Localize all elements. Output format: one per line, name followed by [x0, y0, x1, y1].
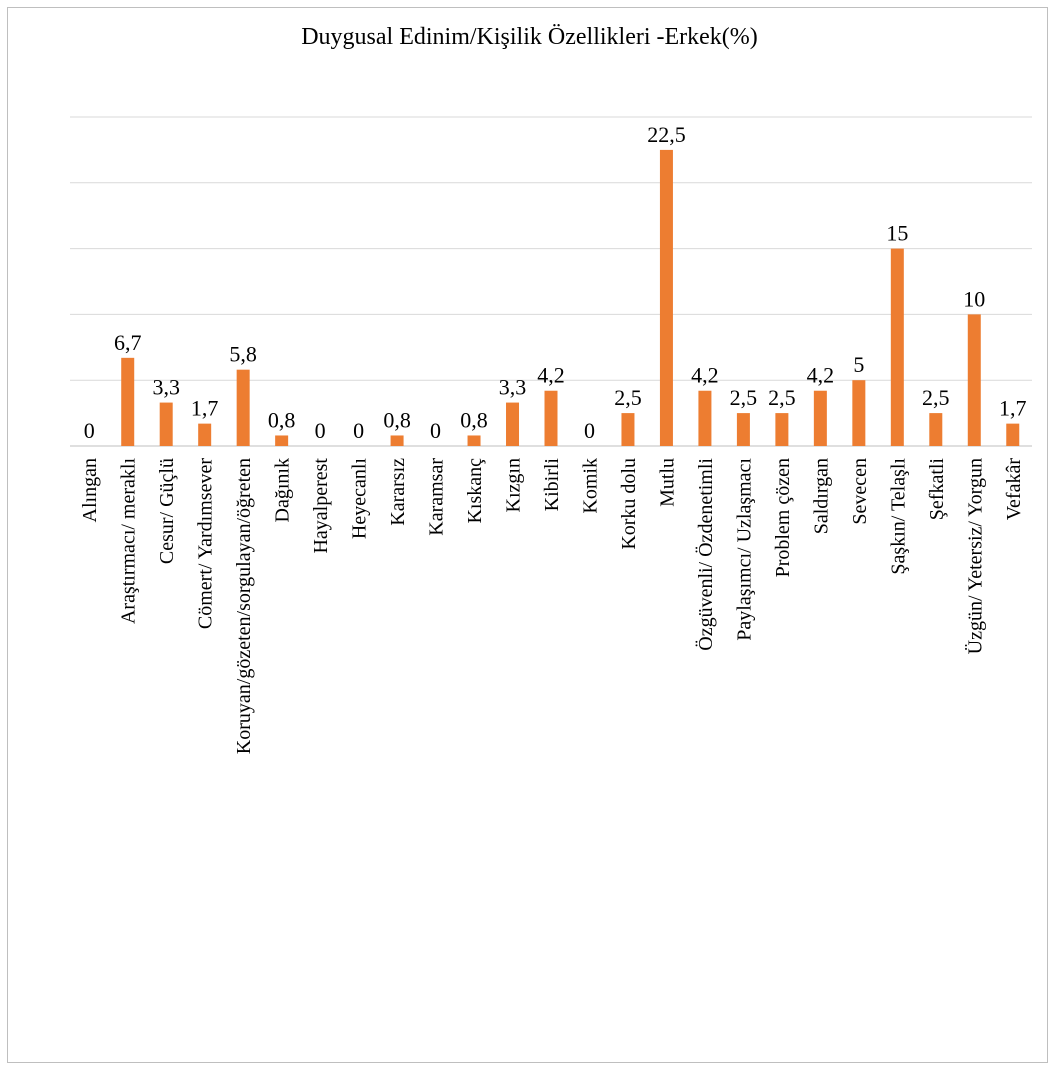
bar — [467, 435, 481, 446]
category-label: Şaşkın/ Telaşlı — [887, 458, 909, 575]
bar — [698, 390, 712, 446]
data-label: 22,5 — [647, 122, 686, 147]
bar — [544, 390, 558, 446]
category-label: Kıskanç — [464, 458, 486, 524]
category-label: Mutlu — [656, 458, 678, 507]
category-label: Heyecanlı — [349, 458, 371, 540]
category-label: Koruyan/gözeten/sorgulayan/öğreten — [233, 458, 255, 754]
data-labels: 0 6,7 3,3 1,7 5,8 0,8 0 0 0,8 0 0,8 3,3 4,2 0 2,5 22,5 4… — [84, 122, 1027, 443]
data-label: 6,7 — [114, 330, 142, 355]
category-label: Komik — [579, 458, 601, 514]
data-label: 4,2 — [807, 363, 835, 388]
bar — [929, 413, 943, 446]
bar — [390, 435, 404, 446]
data-label: 3,3 — [152, 375, 180, 400]
category-label: Cömert/ Yardımsever — [195, 458, 217, 629]
data-label: 0 — [353, 418, 364, 443]
bar — [198, 423, 212, 446]
data-label: 2,5 — [614, 385, 642, 410]
data-label: 0,8 — [460, 407, 488, 432]
bar — [236, 369, 250, 446]
data-label: 0 — [84, 418, 95, 443]
category-label: Dağınık — [272, 458, 294, 522]
data-label: 0 — [430, 418, 441, 443]
category-label: Kibirli — [541, 458, 563, 512]
category-label: Paylaşımcı/ Uzlaşmacı — [733, 458, 755, 641]
data-label: 0 — [315, 418, 326, 443]
category-label: Özgüvenli/ Özdenetimli — [694, 458, 717, 651]
category-label: Kararsız — [387, 458, 409, 526]
bar — [275, 435, 289, 446]
data-label: 5 — [853, 352, 864, 377]
category-label: Karamsar — [426, 458, 448, 536]
category-label: Sevecen — [849, 458, 871, 525]
category-label: Alıngan — [79, 458, 101, 522]
bar — [506, 402, 520, 446]
category-label: Hayalperest — [310, 458, 332, 554]
category-label: Problem çözen — [772, 458, 794, 577]
bar — [967, 314, 981, 446]
data-label: 0,8 — [383, 407, 411, 432]
bar — [121, 357, 135, 446]
category-label: Şefkatli — [926, 458, 948, 521]
bar — [621, 413, 635, 446]
category-label: Saldırgan — [810, 458, 832, 534]
data-label: 2,5 — [922, 385, 950, 410]
data-label: 1,7 — [999, 396, 1027, 421]
data-label: 3,3 — [499, 375, 527, 400]
chart-title: Duygusal Edinim/Kişilik Özellikleri -Erk… — [301, 24, 758, 50]
category-label: Cesur/ Güçlü — [156, 458, 178, 564]
data-label: 1,7 — [191, 396, 219, 421]
category-label: Üzgün/ Yetersiz/ Yorgun — [963, 458, 986, 654]
bar — [775, 413, 789, 446]
category-label: Korku dolu — [618, 458, 640, 550]
data-label: 0,8 — [268, 407, 296, 432]
category-labels: Alıngan Araştırmacı/ meraklı Cesur/ Güçlü C… — [79, 458, 1025, 755]
data-label: 15 — [886, 221, 908, 246]
bars — [121, 149, 1020, 446]
bar — [1006, 423, 1020, 446]
data-label: 5,8 — [229, 342, 257, 367]
gridlines — [70, 116, 1032, 447]
bar — [890, 248, 904, 446]
data-label: 2,5 — [730, 385, 758, 410]
data-label: 2,5 — [768, 385, 796, 410]
category-label: Araştırmacı/ meraklı — [118, 458, 140, 624]
category-label: Kızgın — [503, 458, 525, 512]
bar — [659, 149, 673, 446]
category-label: Vefakâr — [1003, 458, 1025, 521]
bar — [736, 413, 750, 446]
data-label: 4,2 — [691, 363, 719, 388]
data-label: 10 — [963, 286, 985, 311]
data-label: 0 — [584, 418, 595, 443]
bar — [813, 390, 827, 446]
bar — [852, 380, 866, 446]
bar — [159, 402, 173, 446]
data-label: 4,2 — [537, 363, 565, 388]
